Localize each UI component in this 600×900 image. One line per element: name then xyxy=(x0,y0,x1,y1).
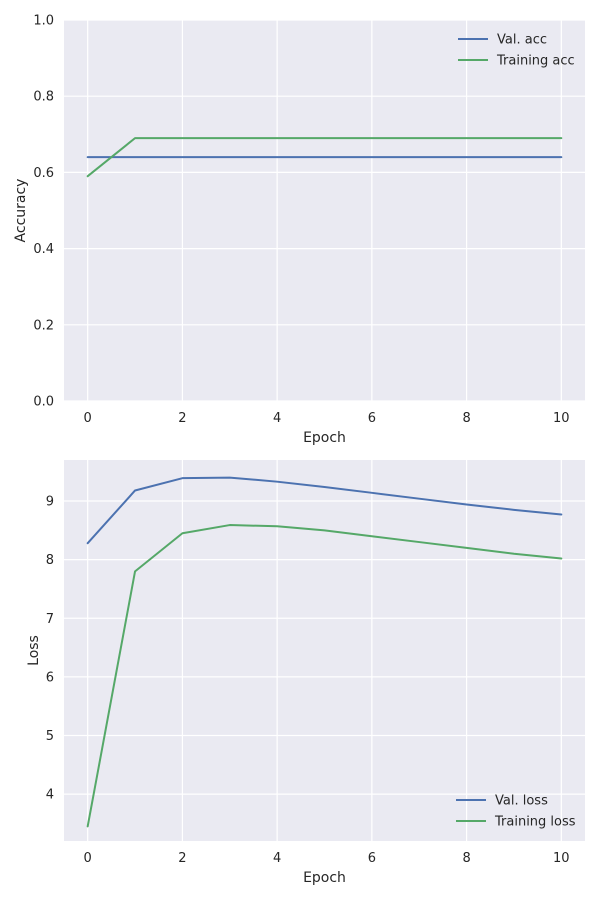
data-point-training-loss xyxy=(86,824,90,828)
data-point-val-loss xyxy=(323,485,327,489)
x-tick-label: 0 xyxy=(84,851,92,866)
legend-label-training-acc: Training acc xyxy=(496,54,575,69)
data-point-val-acc xyxy=(370,155,374,159)
data-point-training-loss xyxy=(559,556,563,560)
y-axis-label: Accuracy xyxy=(13,179,29,243)
y-tick-label: 0.8 xyxy=(33,90,54,105)
data-point-training-loss xyxy=(275,524,279,528)
data-point-val-acc xyxy=(228,155,232,159)
data-point-training-acc xyxy=(133,136,137,140)
x-tick-label: 10 xyxy=(553,851,570,866)
plot-area xyxy=(64,20,585,401)
data-point-training-acc xyxy=(370,136,374,140)
data-point-val-loss xyxy=(180,476,184,480)
x-tick-label: 4 xyxy=(273,411,281,426)
data-point-training-loss xyxy=(370,534,374,538)
data-point-val-acc xyxy=(275,155,279,159)
data-point-val-loss xyxy=(86,541,90,545)
data-point-val-loss xyxy=(370,491,374,495)
data-point-training-loss xyxy=(133,569,137,573)
y-tick-label: 9 xyxy=(46,495,54,510)
data-point-val-loss xyxy=(512,508,516,512)
data-point-training-acc xyxy=(512,136,516,140)
data-point-training-acc xyxy=(180,136,184,140)
data-point-training-loss xyxy=(512,552,516,556)
data-point-training-loss xyxy=(180,531,184,535)
y-tick-label: 0.6 xyxy=(33,166,54,181)
data-point-training-acc xyxy=(465,136,469,140)
x-tick-label: 6 xyxy=(368,851,376,866)
data-point-training-loss xyxy=(417,540,421,544)
y-tick-label: 1.0 xyxy=(33,14,54,29)
data-point-val-acc xyxy=(417,155,421,159)
legend-label-val-loss: Val. loss xyxy=(495,794,548,809)
x-tick-label: 0 xyxy=(84,411,92,426)
x-axis-label: Epoch xyxy=(303,870,346,886)
data-point-val-loss xyxy=(559,513,563,517)
data-point-val-acc xyxy=(180,155,184,159)
x-tick-label: 2 xyxy=(178,411,186,426)
data-point-val-acc xyxy=(133,155,137,159)
y-axis-label: Loss xyxy=(26,635,42,666)
series-line-training-acc xyxy=(86,137,563,178)
x-tick-label: 6 xyxy=(368,411,376,426)
data-point-val-loss xyxy=(228,476,232,480)
data-point-training-acc xyxy=(275,136,279,140)
y-tick-label: 6 xyxy=(46,670,54,685)
y-tick-label: 0.2 xyxy=(33,318,54,333)
y-tick-label: 4 xyxy=(46,788,54,803)
series-line-val-loss xyxy=(86,476,563,545)
data-point-training-loss xyxy=(465,546,469,550)
accuracy-chart: 0 2 4 6 8 10 0.0 0.2 0.4 0.6 0.8 1.0 Epoch Accuracy Va… xyxy=(13,14,585,446)
y-tick-label: 0.4 xyxy=(33,242,54,257)
data-point-val-acc xyxy=(559,155,563,159)
data-point-val-acc xyxy=(465,155,469,159)
loss-chart: 0 2 4 6 8 10 4 5 6 7 8 9 Epoch Loss Val. loss Training … xyxy=(26,460,585,886)
data-point-val-acc xyxy=(512,155,516,159)
legend-label-val-acc: Val. acc xyxy=(497,33,547,48)
data-point-training-loss xyxy=(228,523,232,527)
x-tick-label: 2 xyxy=(178,851,186,866)
x-tick-label: 10 xyxy=(553,411,570,426)
y-tick-label: 8 xyxy=(46,553,54,568)
x-tick-label: 8 xyxy=(462,851,470,866)
y-tick-label: 0.0 xyxy=(33,395,54,410)
x-tick-label: 4 xyxy=(273,851,281,866)
series-line-training-loss xyxy=(86,524,563,828)
plot-area xyxy=(64,460,585,841)
data-point-training-loss xyxy=(323,528,327,532)
data-point-val-acc xyxy=(86,155,90,159)
data-point-training-acc xyxy=(86,174,90,178)
data-point-val-loss xyxy=(417,497,421,501)
data-point-training-acc xyxy=(323,136,327,140)
y-tick-label: 7 xyxy=(46,612,54,627)
x-axis-label: Epoch xyxy=(303,430,346,446)
data-point-val-acc xyxy=(323,155,327,159)
x-tick-label: 8 xyxy=(462,411,470,426)
data-point-training-acc xyxy=(559,136,563,140)
y-tick-label: 5 xyxy=(46,729,54,744)
data-point-val-loss xyxy=(133,488,137,492)
data-point-val-loss xyxy=(465,503,469,507)
legend-label-training-loss: Training loss xyxy=(494,815,576,830)
data-point-training-acc xyxy=(417,136,421,140)
data-point-training-acc xyxy=(228,136,232,140)
data-point-val-loss xyxy=(275,480,279,484)
